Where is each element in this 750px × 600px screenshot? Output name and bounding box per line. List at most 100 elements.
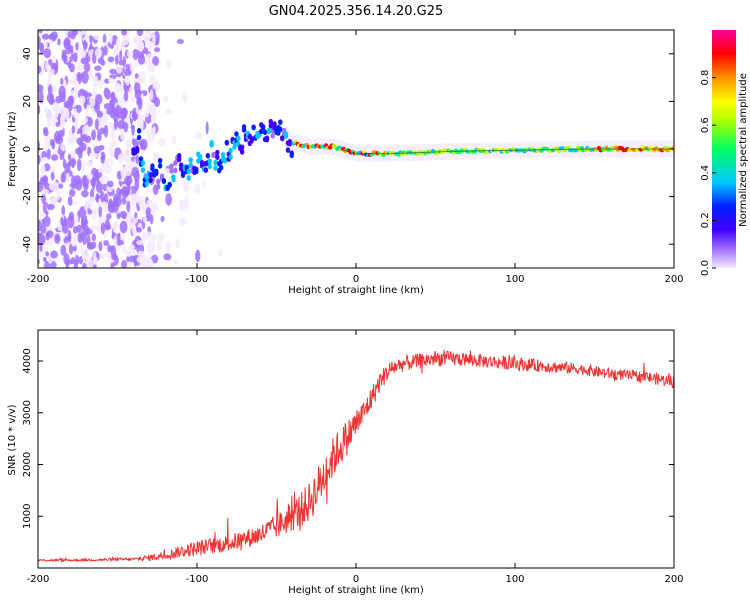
spectrogram-noise-cell — [45, 61, 49, 72]
spectrogram-ridge-cell — [215, 149, 220, 156]
spectrogram-noise-cell — [98, 198, 102, 207]
spectrogram-noise-cell — [43, 129, 49, 137]
spectrogram-noise-cell — [172, 134, 177, 145]
spectrogram-noise-cell — [117, 84, 121, 92]
spectrogram-noise-cell — [119, 49, 123, 62]
spectrogram-noise-cell — [119, 210, 128, 219]
spectrogram-ridge-cell — [169, 163, 174, 169]
spectrogram-y-tick-label: 0 — [22, 146, 33, 152]
spectrogram-y-axis-label: Frequency (Hz) — [7, 111, 18, 187]
spectrogram-noise-cell — [60, 244, 67, 256]
spectrogram-ridge-cell — [241, 124, 247, 130]
spectrogram-noise-cell — [97, 57, 104, 64]
snr-x-tick-label: -100 — [186, 574, 209, 585]
spectrogram-noise-cell — [131, 138, 136, 146]
spectrogram-noise-cell — [126, 200, 131, 213]
spectrogram-noise-cell — [106, 180, 114, 188]
spectrogram-noise-cell — [103, 102, 112, 110]
spectrogram-noise-cell — [133, 81, 141, 94]
spectrogram-ridge-cell — [199, 160, 205, 166]
spectrogram-noise-cell — [48, 58, 53, 66]
spectrogram-noise-cell — [66, 215, 75, 229]
spectrogram-ridge-cell — [161, 178, 167, 184]
spectrogram-noise-cell — [103, 218, 111, 231]
spectrogram-ridge-cell — [239, 149, 245, 155]
spectrogram-ridge-cell — [157, 157, 163, 164]
spectrogram-noise-cell — [100, 177, 104, 184]
spectrogram-ridge-cell — [148, 177, 153, 183]
spectrogram-noise-cell — [51, 102, 60, 112]
colorbar: 0.0 0.2 0.4 0.6 0.8 Normalized spectral ampl… — [700, 30, 749, 276]
spectrogram-noise-cell — [40, 157, 49, 163]
spectrogram-noise-cell — [76, 104, 82, 113]
snr-series-line — [38, 349, 674, 564]
snr-y-tick-label: 3000 — [22, 400, 33, 425]
spectrogram-noise-cell — [45, 231, 50, 241]
spectrogram-noise-cell — [142, 216, 147, 223]
spectrogram-noise-cell — [68, 243, 74, 255]
spectrogram-noise-cell — [83, 181, 89, 191]
spectrogram-noise-cell — [38, 91, 44, 104]
spectrogram-noise-cell — [89, 95, 96, 108]
spectrogram-noise-cell — [67, 153, 72, 161]
spectrogram-noise-cell — [149, 89, 154, 101]
spectrogram-noise-cell — [118, 191, 122, 200]
spectrogram-noise-cell — [76, 137, 84, 145]
spectrogram-noise-cell — [104, 164, 112, 174]
spectrogram-noise-cell — [87, 209, 93, 215]
spectrogram-noise-cell — [48, 33, 56, 40]
spectrogram-ridge-cell — [251, 124, 256, 131]
spectrogram-noise-cell — [50, 171, 55, 181]
spectrogram-x-axis-label: Height of straight line (km) — [288, 285, 424, 296]
spectrogram-noise-cell — [194, 131, 203, 140]
spectrogram-noise-cell — [118, 59, 125, 66]
spectrogram-noise-cell — [83, 39, 87, 51]
spectrogram-noise-cell — [103, 45, 108, 56]
spectrogram-ridge-cell — [203, 167, 209, 173]
spectrogram-noise-cell — [146, 53, 153, 64]
spectrogram-noise-cell — [49, 138, 55, 147]
spectrogram-noise-cell — [116, 233, 121, 246]
spectrogram-noise-cell — [90, 241, 97, 249]
spectrogram-noise-cell — [81, 219, 89, 226]
spectrogram-ridge-cell — [148, 171, 153, 178]
spectrogram-noise-cell — [51, 154, 59, 161]
spectrogram-ridge-cell — [224, 140, 230, 146]
spectrogram-noise-cell — [165, 59, 172, 69]
spectrogram-noise-cell — [94, 48, 103, 58]
spectrogram-noise-cell — [141, 229, 146, 242]
spectrogram-ridge-cell — [262, 129, 268, 136]
spectrogram-noise-cell — [95, 93, 103, 105]
spectrogram-y-tick-label: -40 — [22, 236, 33, 252]
spectrogram-noise-cell — [121, 30, 127, 36]
spectrogram-noise-cell — [46, 203, 55, 211]
spectrogram-noise-cell — [65, 259, 73, 265]
spectrogram-noise-cell — [58, 85, 66, 99]
spectrogram-ridge-cell — [218, 164, 224, 171]
spectrogram-noise-cell — [75, 254, 80, 265]
spectrogram-noise-cell — [175, 238, 180, 249]
spectrogram-noise-cell — [131, 96, 136, 103]
spectrogram-noise-cell — [41, 33, 50, 40]
colorbar-tick-label: 0.2 — [700, 212, 711, 228]
spectrogram-noise-cell — [106, 108, 113, 115]
spectrogram-ridge-cell — [289, 152, 294, 159]
spectrogram-noise-cell — [65, 47, 72, 55]
spectrogram-noise-cell — [48, 75, 52, 85]
snr-y-tick-label: 2000 — [22, 452, 33, 477]
colorbar-label: Normalized spectral amplitude — [738, 73, 749, 227]
spectrogram-noise-cell — [106, 212, 112, 220]
spectrogram-noise-cell — [135, 77, 141, 84]
spectrogram-noise-cell — [137, 250, 145, 257]
spectrogram-noise-cell — [88, 35, 94, 43]
spectrogram-ridge-cell — [209, 139, 214, 146]
spectrogram-noise-cell — [81, 190, 89, 198]
spectrogram-noise-cell — [98, 167, 104, 174]
spectrogram-noise-cell — [143, 109, 150, 118]
spectrogram-noise-cell — [44, 261, 51, 268]
spectrogram-noise-cell — [115, 64, 123, 74]
spectrogram-ridge-cell — [272, 121, 277, 127]
spectrogram-noise-cell — [148, 258, 154, 268]
spectrogram-noise-cell — [82, 124, 91, 138]
spectrogram-noise-cell — [111, 201, 119, 213]
